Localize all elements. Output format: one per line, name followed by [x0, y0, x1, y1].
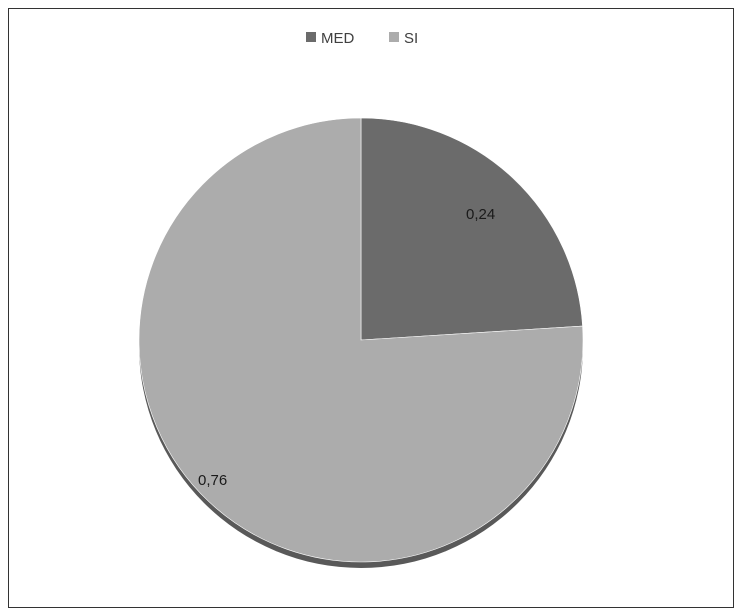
legend-swatch-med [306, 32, 316, 42]
legend-swatch-si [389, 32, 399, 42]
legend-item-med: MED [306, 30, 355, 47]
legend-label-med: MED [321, 30, 355, 47]
legend-label-si: SI [404, 30, 418, 47]
pie-slice-si [138, 117, 584, 563]
data-label-si: 0,76 [198, 472, 227, 489]
pie-group [138, 117, 584, 568]
pie-chart: MED SI 0,24 0,76 [138, 30, 584, 568]
data-label-med: 0,24 [466, 206, 495, 223]
chart-legend: MED SI [306, 30, 418, 47]
legend-item-si: SI [389, 30, 418, 47]
pie-slice-med [360, 117, 583, 341]
